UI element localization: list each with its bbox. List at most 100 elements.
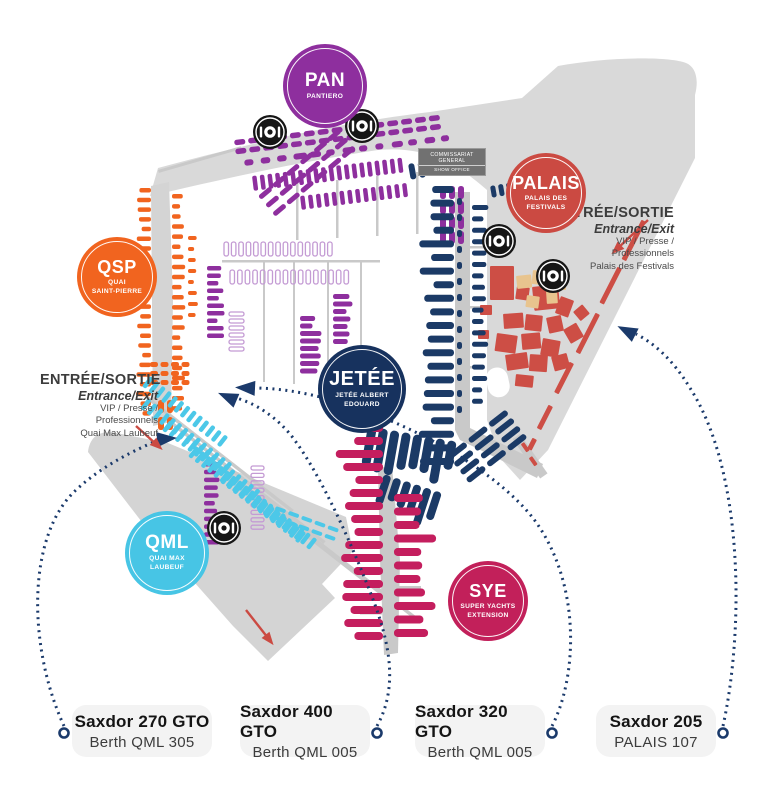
- pavilion-block: [621, 220, 646, 261]
- boat: [472, 296, 486, 302]
- pavilion-block: [575, 313, 600, 354]
- dining-icon: [345, 109, 379, 143]
- boat: [245, 241, 252, 257]
- boat: [354, 437, 383, 445]
- boat-cluster: [300, 316, 322, 374]
- boat: [272, 514, 283, 522]
- boat: [211, 430, 222, 442]
- boat: [328, 166, 335, 182]
- boat: [314, 520, 326, 528]
- entrance-exit-qml-label: ENTRÉE/SORTIE Entrance/Exit VIP / Presse…: [40, 372, 161, 440]
- boat: [320, 269, 327, 285]
- entrance-title: ENTRÉE/SORTIE: [40, 372, 161, 388]
- boat: [333, 331, 350, 337]
- boat: [457, 262, 462, 269]
- boat: [282, 241, 289, 257]
- pavilion-block: [540, 338, 561, 358]
- boat-model: Saxdor 400 GTO: [240, 701, 333, 741]
- boat: [342, 593, 383, 601]
- boat: [188, 446, 199, 459]
- boat: [294, 528, 305, 540]
- pavilion-block: [546, 290, 558, 304]
- boat: [430, 417, 454, 425]
- boat: [344, 619, 383, 627]
- boat: [466, 466, 486, 483]
- boat: [343, 269, 350, 285]
- zone-subtitle: JETÉE ALBERT EDOUARD: [335, 391, 389, 408]
- boat: [328, 269, 334, 285]
- boat: [140, 314, 151, 319]
- boat: [218, 464, 229, 476]
- boat: [290, 269, 296, 285]
- boat: [487, 450, 506, 467]
- boat: [472, 284, 485, 290]
- boat: [312, 269, 319, 285]
- boat: [269, 508, 280, 520]
- dining-icon: [253, 115, 287, 149]
- boat: [472, 376, 488, 381]
- boat: [251, 497, 262, 509]
- route-start-dot: [546, 727, 558, 739]
- zone-code: PALAIS: [512, 172, 580, 193]
- boat: [172, 295, 184, 300]
- boat: [355, 188, 361, 203]
- zone-code: SYE: [469, 580, 507, 601]
- berth-location: Berth QML 005: [252, 743, 358, 761]
- zone-subtitle: QUAI SAINT-PIERRE: [91, 278, 143, 295]
- boat: [139, 362, 151, 368]
- boat: [457, 342, 462, 349]
- boat: [472, 262, 487, 267]
- boat: [236, 269, 243, 285]
- entrance-line: VIP / Presse /: [100, 403, 158, 414]
- zone-badge-qml: QML QUAI MAX LAUBEUF: [125, 511, 209, 595]
- boat: [416, 125, 428, 132]
- boat: [172, 214, 181, 219]
- boat: [140, 333, 151, 338]
- boat: [489, 410, 508, 427]
- boat: [480, 442, 500, 459]
- boat: [228, 346, 245, 352]
- boat: [457, 198, 462, 205]
- boat: [172, 375, 185, 381]
- boat: [472, 216, 484, 222]
- boat: [172, 325, 185, 330]
- boat: [205, 425, 215, 437]
- boat: [426, 322, 454, 329]
- boat: [193, 445, 204, 457]
- boat: [139, 188, 151, 193]
- boat: [472, 205, 489, 210]
- boat: [501, 426, 521, 443]
- boat: [267, 241, 274, 257]
- entrance-arrowhead-icon: [149, 437, 163, 451]
- boat: [138, 217, 151, 222]
- zone-badge-jetee: JETÉE JETÉE ALBERT EDOUARD: [318, 345, 406, 433]
- boat: [498, 184, 505, 197]
- boat: [314, 141, 327, 153]
- boat-cluster: [333, 294, 353, 344]
- boat: [289, 132, 301, 139]
- boat: [160, 362, 169, 367]
- boat: [239, 487, 250, 499]
- boat: [304, 241, 311, 257]
- boat: [136, 236, 151, 241]
- boat: [171, 371, 179, 376]
- boat: [142, 376, 153, 389]
- boat: [173, 401, 184, 413]
- boat: [328, 157, 342, 170]
- boat: [402, 127, 414, 134]
- boat: [300, 338, 321, 344]
- boat: [387, 120, 399, 127]
- boat: [250, 472, 265, 479]
- boat: [172, 234, 184, 239]
- boat: [300, 532, 311, 545]
- entrance-arrow-icon: [135, 425, 157, 445]
- boat: [354, 632, 383, 640]
- boat: [306, 537, 317, 550]
- boat: [229, 269, 236, 285]
- boat: [207, 326, 224, 331]
- boat-cluster: [142, 376, 228, 447]
- boat: [137, 323, 151, 329]
- boat: [147, 403, 157, 416]
- boat: [220, 472, 231, 485]
